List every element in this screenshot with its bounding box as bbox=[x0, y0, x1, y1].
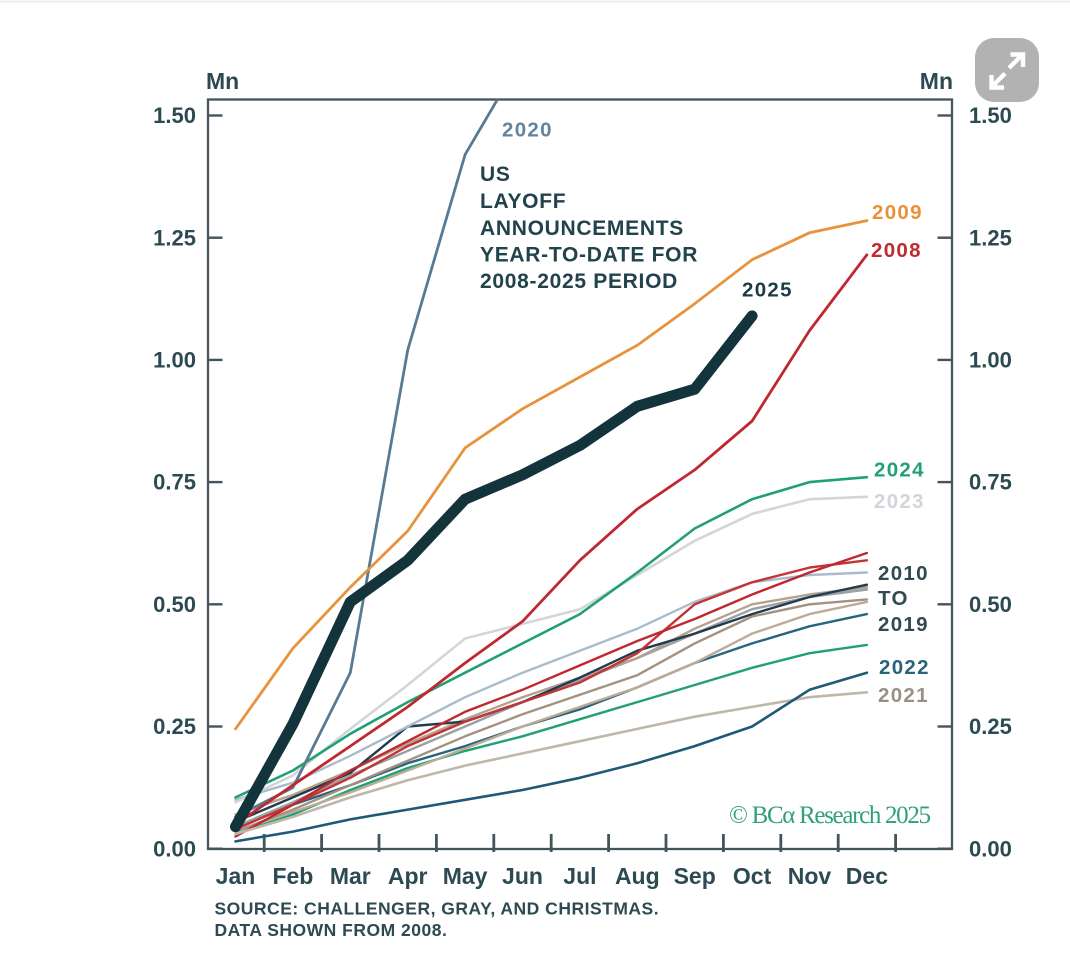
svg-text:ANNOUNCEMENTS: ANNOUNCEMENTS bbox=[480, 217, 684, 240]
svg-text:Apr: Apr bbox=[388, 863, 428, 889]
svg-text:1.00: 1.00 bbox=[969, 348, 1012, 373]
svg-text:2009: 2009 bbox=[872, 201, 923, 224]
svg-text:1.25: 1.25 bbox=[153, 225, 196, 250]
svg-text:0.75: 0.75 bbox=[969, 470, 1012, 495]
svg-text:TO: TO bbox=[878, 587, 909, 610]
svg-text:© BCα Research 2025: © BCα Research 2025 bbox=[729, 802, 931, 829]
svg-text:0.25: 0.25 bbox=[153, 714, 196, 739]
svg-text:Jul: Jul bbox=[563, 863, 596, 889]
svg-text:2023: 2023 bbox=[874, 490, 925, 513]
svg-text:2022: 2022 bbox=[879, 656, 930, 679]
svg-text:1.50: 1.50 bbox=[969, 103, 1012, 128]
svg-text:US: US bbox=[480, 163, 511, 186]
svg-text:2025: 2025 bbox=[742, 279, 793, 302]
svg-text:1.00: 1.00 bbox=[153, 348, 196, 373]
svg-text:0.50: 0.50 bbox=[969, 592, 1012, 617]
svg-text:Oct: Oct bbox=[733, 863, 772, 889]
svg-text:Aug: Aug bbox=[615, 863, 660, 889]
svg-text:Jun: Jun bbox=[502, 863, 543, 889]
svg-text:0.00: 0.00 bbox=[153, 836, 196, 861]
svg-text:0.25: 0.25 bbox=[969, 714, 1012, 739]
svg-text:0.00: 0.00 bbox=[969, 836, 1012, 861]
svg-text:SOURCE: CHALLENGER, GRAY, AND: SOURCE: CHALLENGER, GRAY, AND CHRISTMAS. bbox=[215, 899, 660, 919]
svg-text:2024: 2024 bbox=[874, 459, 925, 482]
svg-text:2020: 2020 bbox=[502, 119, 553, 142]
svg-text:Feb: Feb bbox=[272, 863, 313, 889]
svg-text:DATA SHOWN FROM 2008.: DATA SHOWN FROM 2008. bbox=[215, 920, 448, 940]
svg-text:Dec: Dec bbox=[846, 863, 888, 889]
svg-text:2008-2025 PERIOD: 2008-2025 PERIOD bbox=[480, 270, 678, 293]
svg-text:2019: 2019 bbox=[878, 613, 929, 636]
svg-text:Mar: Mar bbox=[330, 863, 371, 889]
svg-text:Sep: Sep bbox=[674, 863, 716, 889]
svg-text:Mn: Mn bbox=[920, 68, 953, 94]
svg-text:1.50: 1.50 bbox=[153, 103, 196, 128]
svg-text:Nov: Nov bbox=[788, 863, 832, 889]
svg-text:0.50: 0.50 bbox=[153, 592, 196, 617]
svg-text:0.75: 0.75 bbox=[153, 470, 196, 495]
svg-text:2021: 2021 bbox=[878, 684, 929, 707]
svg-text:Mn: Mn bbox=[206, 68, 239, 94]
svg-text:1.25: 1.25 bbox=[969, 225, 1012, 250]
svg-text:2008: 2008 bbox=[871, 239, 922, 262]
svg-text:YEAR-TO-DATE FOR: YEAR-TO-DATE FOR bbox=[480, 244, 698, 267]
svg-text:LAYOFF: LAYOFF bbox=[480, 190, 566, 213]
svg-text:2010: 2010 bbox=[878, 562, 929, 585]
svg-text:Jan: Jan bbox=[216, 863, 256, 889]
svg-text:May: May bbox=[443, 863, 488, 889]
